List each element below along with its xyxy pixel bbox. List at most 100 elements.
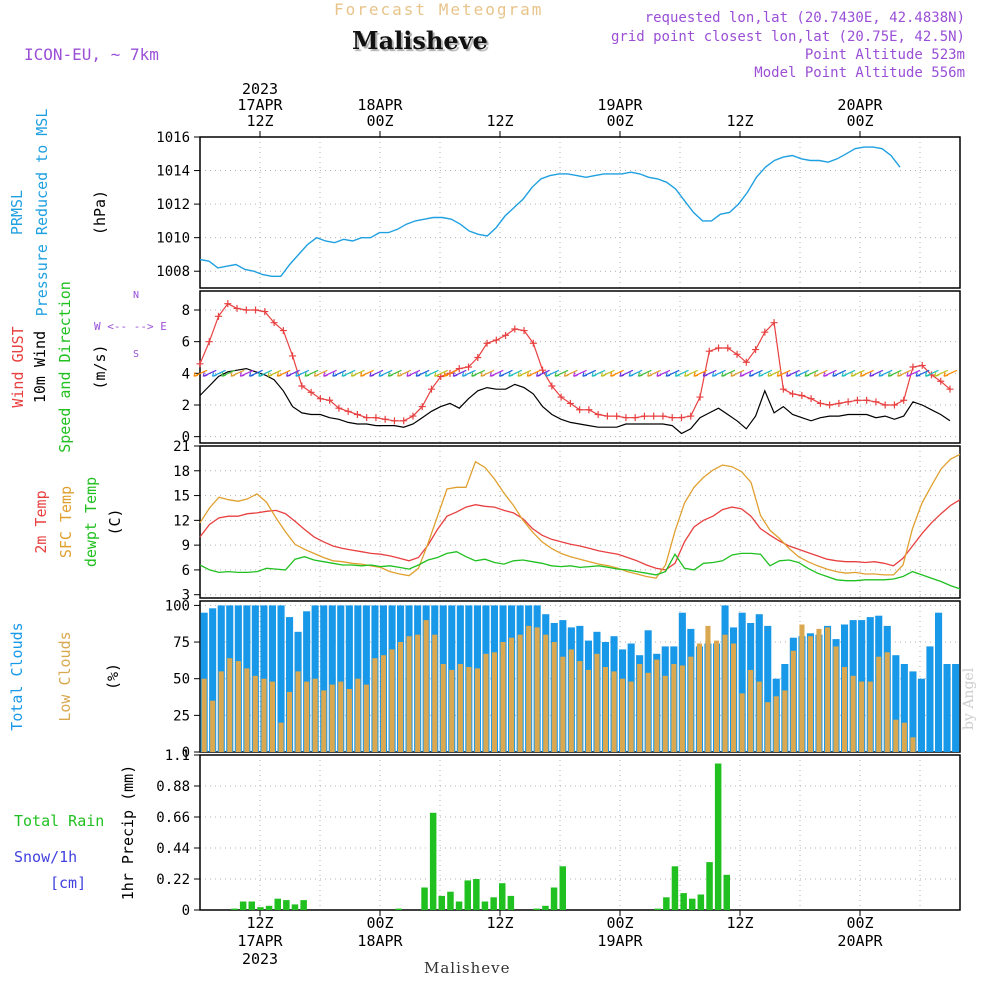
wind-arrow bbox=[600, 369, 615, 377]
low-cloud-bar bbox=[859, 681, 865, 752]
wind-arrow bbox=[906, 369, 921, 377]
bottom-time-label: 12Z bbox=[486, 914, 513, 932]
rain-bar bbox=[689, 898, 696, 910]
wind-arrow bbox=[563, 369, 578, 377]
model-label: ICON-EU, ~ 7km bbox=[24, 45, 159, 64]
wind-arrow bbox=[221, 369, 236, 377]
y-tick-label: 1014 bbox=[156, 164, 190, 180]
rain-bar bbox=[265, 905, 273, 910]
wind-arrow bbox=[387, 369, 402, 377]
low-cloud-bar bbox=[910, 737, 916, 752]
y-tick-label: 0.88 bbox=[156, 779, 190, 795]
gust-marker bbox=[215, 312, 223, 320]
wind-arrow bbox=[915, 369, 930, 377]
low-cloud-bar bbox=[534, 627, 540, 752]
rain-bar bbox=[464, 880, 471, 910]
gust-marker bbox=[844, 398, 852, 406]
gust-marker bbox=[502, 331, 510, 339]
gust-marker bbox=[205, 338, 213, 346]
wind-arrow bbox=[397, 369, 411, 377]
low-cloud-bar bbox=[722, 634, 728, 752]
y-tick-label: 2 bbox=[182, 398, 190, 414]
gust-marker bbox=[835, 399, 843, 407]
wind-arrow bbox=[739, 369, 754, 377]
gust-marker bbox=[863, 396, 871, 404]
low-cloud-bar bbox=[406, 636, 412, 752]
low-cloud-bar bbox=[474, 668, 480, 752]
low-cloud-bar bbox=[577, 661, 583, 752]
low-cloud-bar bbox=[705, 625, 711, 752]
wind-arrow bbox=[832, 369, 847, 377]
wind-arrow bbox=[341, 369, 356, 377]
gust-marker bbox=[233, 304, 241, 312]
low-cloud-bar bbox=[731, 643, 737, 752]
gust-marker bbox=[316, 395, 324, 403]
total-cloud-bar bbox=[320, 605, 328, 752]
gust-marker bbox=[353, 411, 361, 418]
wind-arrow bbox=[434, 369, 448, 377]
y-tick-label: 25 bbox=[173, 708, 190, 724]
y-tick-label: 0.44 bbox=[156, 841, 190, 857]
gust-marker bbox=[390, 417, 398, 425]
low-cloud-bar bbox=[543, 634, 549, 752]
wind-arrow bbox=[554, 369, 569, 377]
wind-arrow bbox=[711, 369, 726, 377]
gust-marker bbox=[733, 350, 741, 358]
low-cloud-bar bbox=[602, 667, 608, 752]
wind-arrow bbox=[471, 369, 486, 377]
rain-bar bbox=[697, 894, 705, 910]
low-cloud-bar bbox=[440, 664, 446, 752]
gust-marker bbox=[483, 339, 491, 347]
wind-arrow bbox=[887, 369, 902, 377]
gust-marker bbox=[372, 414, 380, 422]
rain-bar bbox=[291, 904, 299, 910]
panel-frame bbox=[199, 754, 961, 911]
gust-marker bbox=[261, 308, 269, 316]
gust-marker bbox=[696, 393, 704, 401]
total-cloud-bar bbox=[286, 617, 294, 752]
total-cloud-bar bbox=[917, 678, 925, 752]
total-cloud-bar bbox=[943, 664, 951, 752]
gust-marker bbox=[687, 412, 695, 420]
wind-arrow bbox=[304, 369, 319, 377]
wind-arrow bbox=[878, 369, 893, 377]
low-cloud-bar bbox=[765, 702, 771, 752]
y-tick-label: 1016 bbox=[156, 130, 190, 146]
axis-label-wind: (m/s) bbox=[91, 344, 109, 389]
gust-marker bbox=[650, 412, 658, 420]
wind-arrow bbox=[526, 369, 541, 377]
gust-marker bbox=[279, 327, 287, 335]
gust-marker bbox=[603, 412, 611, 420]
bottom-time-label: 2023 bbox=[242, 950, 278, 968]
gust-marker bbox=[557, 393, 565, 401]
gust-marker bbox=[455, 365, 463, 373]
wind-arrow bbox=[702, 369, 717, 377]
gust-marker bbox=[576, 406, 584, 414]
y-tick-label: 6 bbox=[182, 563, 190, 579]
low-cloud-bar bbox=[696, 643, 702, 752]
total-cloud-bar bbox=[362, 605, 370, 752]
low-cloud-bar bbox=[825, 627, 831, 752]
low-cloud-bar bbox=[210, 700, 216, 752]
gust-marker bbox=[789, 390, 797, 398]
y-tick-label: 18 bbox=[173, 464, 190, 480]
top-time-label: 00Z bbox=[606, 112, 633, 130]
gust-marker bbox=[937, 377, 945, 385]
low-cloud-bar bbox=[807, 636, 813, 752]
low-cloud-bar bbox=[568, 649, 574, 752]
low-cloud-bar bbox=[756, 681, 762, 752]
low-cloud-bar bbox=[509, 637, 515, 752]
low-cloud-bar bbox=[355, 678, 361, 752]
rain-bar bbox=[542, 905, 549, 910]
low-cloud-bar bbox=[517, 634, 523, 752]
compass-s: S bbox=[133, 349, 139, 360]
low-cloud-bar bbox=[884, 652, 890, 752]
gust-marker bbox=[724, 344, 732, 352]
low-cloud-bar bbox=[628, 681, 634, 752]
low-cloud-bar bbox=[398, 642, 404, 752]
gust-marker bbox=[344, 407, 352, 415]
rain-bar bbox=[714, 763, 722, 910]
rain-bar bbox=[533, 908, 540, 910]
y-tick-label: 1.1 bbox=[165, 748, 190, 764]
compass-n: N bbox=[133, 290, 139, 301]
